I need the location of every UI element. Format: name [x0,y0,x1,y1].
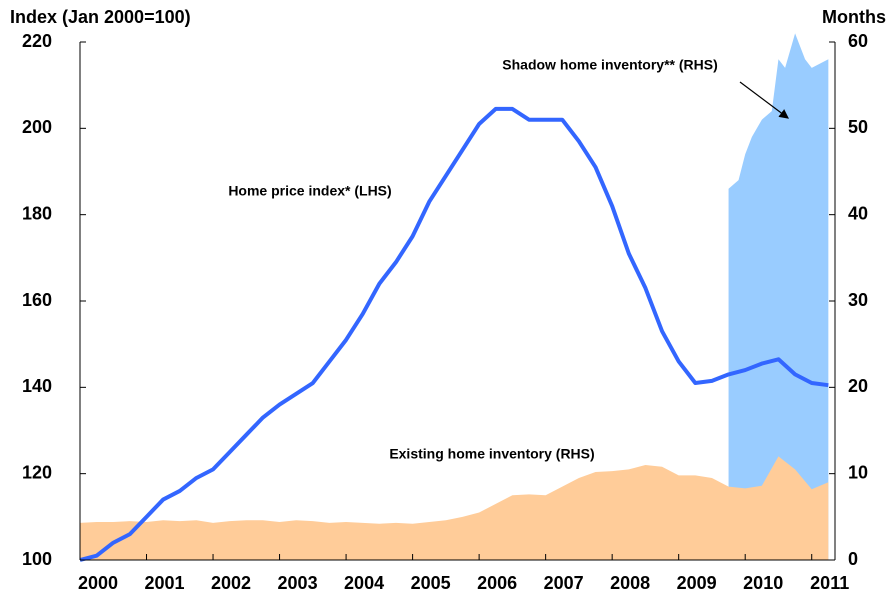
y-tick-label: 100 [22,549,52,569]
y2-tick-label: 30 [848,290,868,310]
y-tick-label: 160 [22,290,52,310]
series-label: Shadow home inventory** (RHS) [502,57,717,73]
x-tick-label: 2003 [278,573,318,593]
y-tick-label: 140 [22,376,52,396]
arrow [739,81,789,119]
y-axis-title: Index (Jan 2000=100) [10,7,191,27]
x-tick-label: 2010 [743,573,783,593]
x-tick-label: 2009 [677,573,717,593]
y2-tick-label: 20 [848,376,868,396]
area [728,33,829,561]
x-tick-label: 2007 [544,573,584,593]
area [80,456,829,560]
y2-tick-label: 10 [848,462,868,482]
y-tick-label: 200 [22,117,52,137]
y-tick-label: 120 [22,462,52,482]
x-tick-label: 2005 [411,573,451,593]
y2-tick-label: 0 [848,549,858,569]
series-label: Existing home inventory (RHS) [389,446,594,462]
x-tick-label: 2006 [477,573,517,593]
series-label: Home price index* (LHS) [228,183,391,199]
x-tick-label: 2008 [610,573,650,593]
x-tick-label: 2000 [78,573,118,593]
x-tick-label: 2002 [211,573,251,593]
x-tick-label: 2011 [810,573,849,593]
line [79,106,829,562]
y-tick-label: 220 [22,31,52,51]
x-tick-label: 2001 [144,573,184,593]
y2-axis-title: Months [822,7,886,27]
y-tick-label: 180 [22,203,52,223]
y2-tick-label: 40 [848,203,868,223]
y2-tick-label: 60 [848,31,868,51]
x-tick-label: 2004 [344,573,384,593]
y2-tick-label: 50 [848,117,868,137]
